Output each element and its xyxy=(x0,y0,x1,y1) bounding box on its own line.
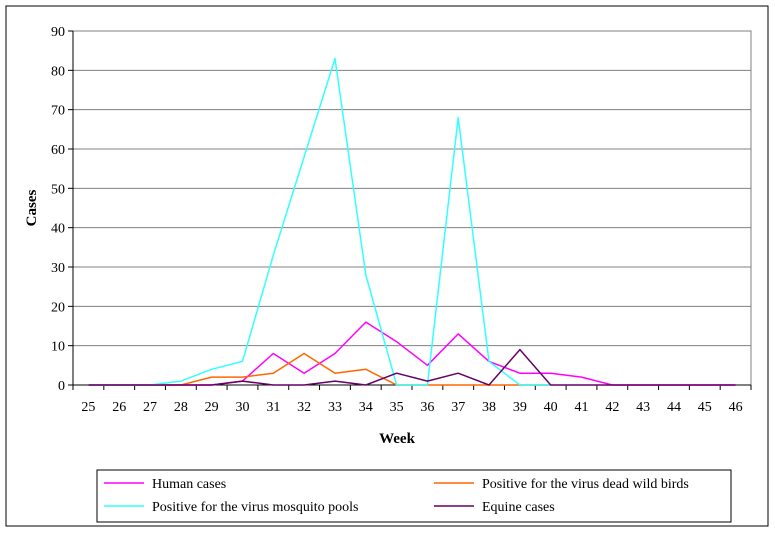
x-tick-label: 42 xyxy=(605,400,619,415)
plot-area xyxy=(72,30,752,386)
x-tick-label: 29 xyxy=(205,400,219,415)
x-tick-label: 37 xyxy=(451,400,465,415)
x-tick-label: 45 xyxy=(698,400,712,415)
y-tick-label: 40 xyxy=(51,222,65,237)
y-tick-label: 30 xyxy=(51,261,65,276)
x-axis-title: Week xyxy=(379,431,415,447)
y-tick-label: 90 xyxy=(51,25,65,40)
series-lines xyxy=(88,57,736,386)
y-tick-label: 60 xyxy=(51,143,65,158)
y-tick-label: 80 xyxy=(51,64,65,79)
x-tick-label: 30 xyxy=(236,400,250,415)
x-tick-label: 38 xyxy=(482,400,496,415)
legend-label: Human cases xyxy=(152,477,226,492)
y-tick-label: 10 xyxy=(51,340,65,355)
y-axis-title: Cases xyxy=(24,190,40,227)
x-tick-label: 34 xyxy=(359,400,373,415)
x-tick-label: 35 xyxy=(390,400,404,415)
y-tick-label: 0 xyxy=(58,379,65,394)
x-tick-label: 36 xyxy=(420,400,434,415)
legend-label: Positive for the virus dead wild birds xyxy=(482,477,689,492)
x-tick-label: 26 xyxy=(112,400,126,415)
legend: Human cases Positive for the virus dead w… xyxy=(104,477,689,515)
x-tick-label: 28 xyxy=(174,400,188,415)
x-tick-label: 33 xyxy=(328,400,342,415)
y-tick-label: 70 xyxy=(51,104,65,119)
x-tick-label: 40 xyxy=(544,400,558,415)
y-tick-label: 20 xyxy=(51,300,65,315)
legend-label: Positive for the virus mosquito pools xyxy=(152,500,359,515)
x-tick-label: 39 xyxy=(513,400,527,415)
x-tick-label: 31 xyxy=(266,400,280,415)
x-tick-label: 43 xyxy=(636,400,650,415)
series-line-3 xyxy=(88,57,551,386)
x-tick-label: 25 xyxy=(81,400,95,415)
axes: 0 10 20 30 40 50 60 70 80 90 25 26 27 28 29 30 31 32 33 34 3… xyxy=(51,25,752,415)
legend-label: Equine cases xyxy=(482,500,555,515)
x-tick-label: 44 xyxy=(667,400,681,415)
legend-box xyxy=(96,469,732,523)
x-tick-label: 46 xyxy=(729,400,743,415)
series-line-4 xyxy=(88,348,736,386)
x-tick-label: 32 xyxy=(297,400,311,415)
x-tick-label: 27 xyxy=(143,400,157,415)
gridlines xyxy=(73,30,751,347)
x-tick-label: 41 xyxy=(575,400,589,415)
y-tick-label: 50 xyxy=(51,182,65,197)
